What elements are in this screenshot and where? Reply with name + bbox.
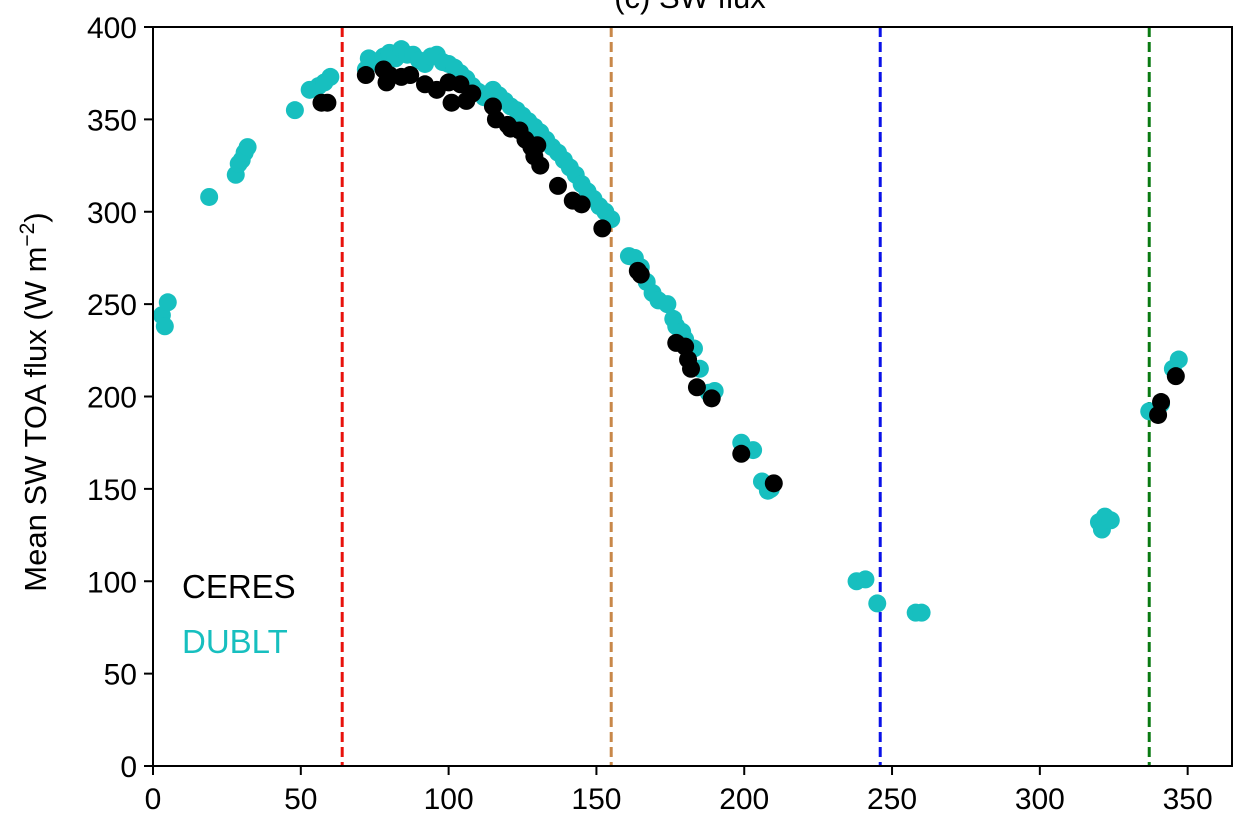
y-axis-title-text: Mean SW TOA flux (W m [18,247,53,592]
x-tick-label: 300 [1015,783,1065,816]
ceres-point [687,378,706,397]
ceres-point [1152,393,1171,412]
dublt-point [158,293,177,312]
ceres-point [528,136,547,155]
x-tick-label: 350 [1163,783,1213,816]
ceres-point [732,444,751,463]
dublt-point [658,295,677,314]
axis-ticks: 0 50 100 150 200 250 300 350 0 50 100 150 200 250 300 3… [87,12,1213,816]
plot-area-frame [152,26,1233,767]
reference-lines [340,27,1151,766]
y-axis-title-unit-exponent: −2 [16,223,39,247]
ceres-point [593,219,612,238]
dublt-point [238,138,257,157]
dublt-point [285,101,304,120]
x-tick-label: 50 [284,783,317,816]
ceres-point [764,474,783,493]
y-tick-label: 150 [87,474,137,507]
y-axis-title-suffix: ) [18,212,53,222]
ceres-point [401,66,420,85]
ceres-point [682,359,701,378]
dublt-point [856,570,875,589]
ceres-point [463,84,482,103]
dublt-point [321,67,340,86]
data-points [152,40,1188,622]
ceres-point [531,156,550,175]
y-tick-label: 100 [87,566,137,599]
dublt-point [1101,511,1120,530]
x-tick-label: 150 [571,783,621,816]
dublt-point [1169,350,1188,369]
legend-entry-dublt: DUBLT [182,623,288,660]
y-tick-label: 400 [87,12,137,45]
dublt-point [155,317,174,336]
y-tick-label: 200 [87,382,137,415]
ceres-point [1166,367,1185,386]
y-tick-label: 50 [104,659,137,692]
legend-entry-ceres: CERES [182,568,296,605]
dublt-point [200,187,219,206]
ceres-point [702,389,721,408]
ceres-point [442,93,461,112]
x-tick-label: 0 [145,783,162,816]
y-tick-label: 300 [87,197,137,230]
chart-title: (c) SW flux [614,0,766,15]
ceres-point [572,195,591,214]
ceres-point [356,66,375,85]
dublt-point [912,603,931,622]
ceres-point [548,176,567,195]
y-tick-label: 250 [87,289,137,322]
ceres-point [318,93,337,112]
x-tick-label: 100 [424,783,474,816]
x-tick-label: 200 [719,783,769,816]
y-tick-label: 0 [120,751,137,784]
y-axis-title: Mean SW TOA flux (W m−2) [16,212,53,591]
dublt-point [868,594,887,613]
ceres-point [631,265,650,284]
x-tick-label: 250 [867,783,917,816]
y-tick-label: 350 [87,104,137,137]
